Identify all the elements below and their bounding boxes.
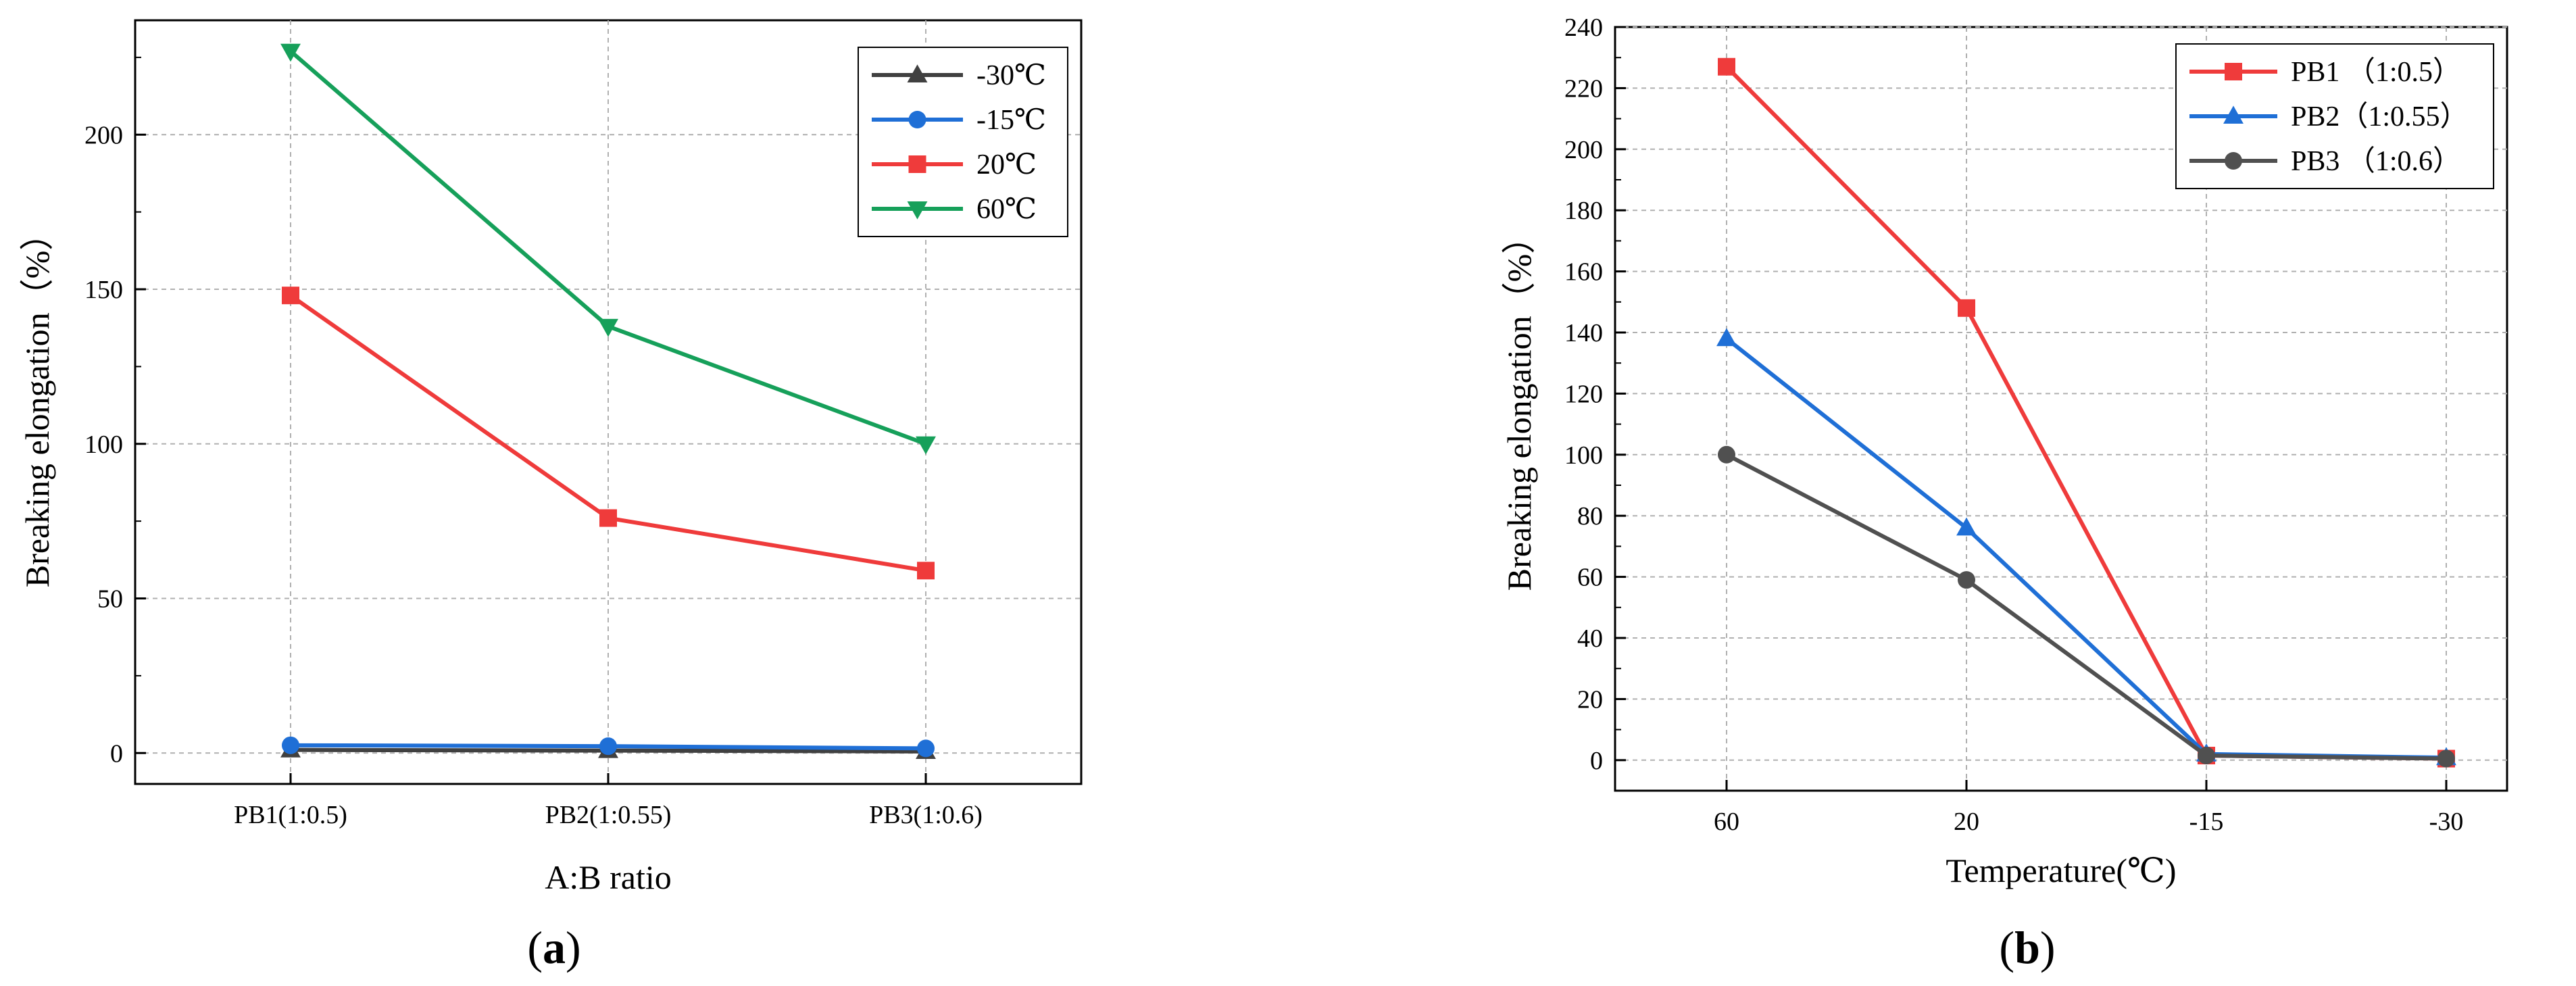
a-ytick-label: 200 xyxy=(84,121,123,149)
b-ytick-label: 160 xyxy=(1564,258,1603,287)
a-ytick-label: 50 xyxy=(97,585,123,614)
b-legend-marker xyxy=(2225,63,2242,80)
a-legend-label: -15℃ xyxy=(976,105,1046,136)
b-ytick-label: 140 xyxy=(1564,319,1603,347)
b-ytick-label: 20 xyxy=(1577,685,1603,714)
b-series-2 xyxy=(1718,445,2455,768)
b-data-point xyxy=(1718,57,1735,76)
a-xtick-label: PB3(1:0.6) xyxy=(869,801,983,829)
panel-a-caption: (a) xyxy=(527,922,580,973)
b-ytick-label: 220 xyxy=(1564,74,1603,103)
b-ytick-label: 180 xyxy=(1564,197,1603,225)
a-data-point xyxy=(916,436,936,455)
a-series-2 xyxy=(282,287,935,580)
b-data-point xyxy=(1716,328,1737,347)
panel-a-y-axis-label: Breaking elongation（%） xyxy=(18,217,56,588)
b-legend-marker xyxy=(2223,105,2244,124)
a-xtick-label: PB2(1:0.55) xyxy=(545,801,672,829)
a-ytick-label: 100 xyxy=(84,430,123,459)
b-ytick-label: 40 xyxy=(1577,624,1603,653)
panel-a: 0 50 100 150 200 PB1(1:0.5) PB2(1:0.55) PB3(1:… xyxy=(18,19,1083,973)
panel-b-caption: (b) xyxy=(1999,922,2055,973)
a-legend-marker xyxy=(907,201,928,220)
panel-b-legend: PB1 （1:0.5） PB2（1:0.55） PB3 （1:0.6） xyxy=(2175,43,2494,189)
panel-b-xticks: 60 20 -15 -30 xyxy=(1714,780,2463,836)
a-ytick-label: 150 xyxy=(84,276,123,304)
b-ytick-label: 0 xyxy=(1590,747,1603,775)
b-legend-label: PB3 （1:0.6） xyxy=(2291,146,2461,177)
a-legend-frame xyxy=(858,47,1068,237)
a-legend-marker xyxy=(908,155,926,173)
panel-b-x-axis-label: Temperature(℃) xyxy=(1946,852,2176,889)
b-xtick-label: -15 xyxy=(2189,808,2224,836)
b-data-point xyxy=(1958,571,1975,589)
panel-a-legend: -30℃ -15℃ 20℃ 60℃ xyxy=(858,47,1068,237)
a-legend-label: 60℃ xyxy=(976,194,1037,225)
b-xtick-label: 60 xyxy=(1714,808,1739,836)
a-legend-label: -30℃ xyxy=(976,60,1046,91)
a-data-point xyxy=(280,43,301,62)
panel-b-yticks: 0 20 40 60 80 100 120 140 160 180 200 220 240 xyxy=(1564,14,1626,775)
a-data-point xyxy=(917,562,935,580)
a-xtick-label: PB1(1:0.5) xyxy=(234,801,347,829)
a-data-point xyxy=(599,509,617,527)
b-data-point xyxy=(1956,517,1977,536)
a-series-3 xyxy=(280,43,936,455)
a-data-point xyxy=(917,739,935,758)
panel-a-x-axis-label: A:B ratio xyxy=(545,858,671,896)
b-ytick-label: 80 xyxy=(1577,502,1603,531)
b-legend-label: PB1 （1:0.5） xyxy=(2291,57,2461,88)
panel-a-xticks: PB1(1:0.5) PB2(1:0.55) PB3(1:0.6) xyxy=(234,773,983,829)
b-data-point xyxy=(2437,749,2455,768)
a-data-point xyxy=(599,737,617,756)
panel-a-caption-letter: a xyxy=(543,922,566,973)
b-legend-marker xyxy=(2225,152,2242,170)
a-data-point xyxy=(282,736,299,754)
b-ytick-label: 240 xyxy=(1564,14,1603,42)
b-data-point xyxy=(1958,299,1975,317)
a-series-1 xyxy=(282,736,935,758)
panel-a-series xyxy=(280,43,936,760)
b-ytick-label: 60 xyxy=(1577,564,1603,592)
a-legend-marker xyxy=(907,64,928,83)
a-data-point xyxy=(598,318,618,337)
b-data-point xyxy=(2198,747,2215,765)
panel-b-series xyxy=(1716,57,2456,768)
b-xtick-label: -30 xyxy=(2429,808,2464,836)
panel-a-yticks: 0 50 100 150 200 xyxy=(84,56,146,768)
b-ytick-label: 100 xyxy=(1564,441,1603,470)
a-legend-marker xyxy=(908,111,926,128)
b-ytick-label: 200 xyxy=(1564,136,1603,164)
b-ytick-label: 120 xyxy=(1564,380,1603,408)
panel-b: 0 20 40 60 80 100 120 140 160 180 200 220 240 60 20 -1… xyxy=(1500,14,2508,973)
b-data-point xyxy=(1718,445,1735,464)
panel-b-y-axis-label: Breaking elongation（%） xyxy=(1500,220,1538,591)
b-legend-label: PB2（1:0.55） xyxy=(2291,101,2469,132)
a-ytick-label: 0 xyxy=(110,739,123,768)
panel-b-caption-letter: b xyxy=(2014,922,2040,973)
a-data-point xyxy=(282,287,299,305)
a-legend-label: 20℃ xyxy=(976,149,1037,180)
b-xtick-label: 20 xyxy=(1954,808,1979,836)
b-series-line xyxy=(1725,453,2447,761)
